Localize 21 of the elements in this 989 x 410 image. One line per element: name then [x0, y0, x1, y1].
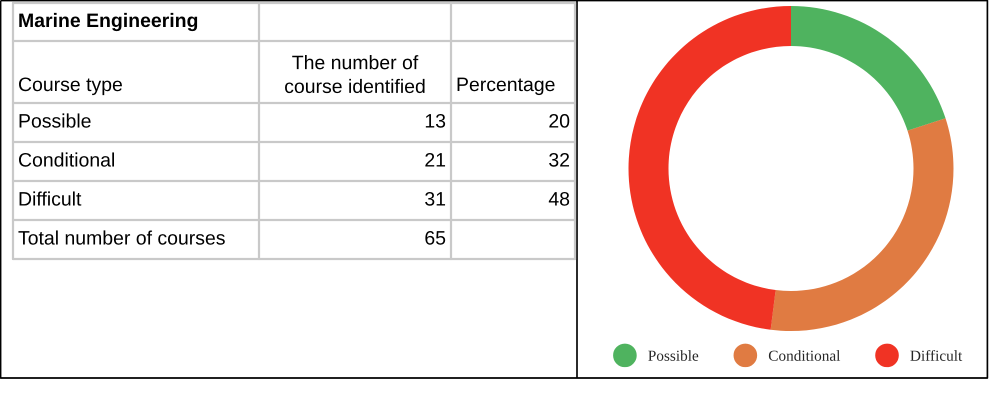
category-label: Possible [20, 113, 91, 128]
text: Percentage [458, 78, 555, 96]
text: Marine Engineering [19, 12, 198, 32]
donut-slice [770, 118, 954, 331]
text: 65 [425, 230, 446, 245]
category-label: Conditional [18, 152, 114, 167]
text: Total number of courses [18, 230, 225, 245]
text: 48 [548, 192, 570, 206]
text: 31 [425, 192, 446, 206]
legend-label: Difficult [910, 350, 962, 361]
text: 21 [425, 152, 446, 167]
text: The number of course identified [285, 55, 425, 94]
donut-slice [791, 6, 946, 131]
text: Course type [18, 77, 122, 96]
category-label: Difficult [20, 191, 82, 206]
legend-label: Conditional [768, 350, 840, 361]
text: 32 [549, 152, 570, 167]
text: 13 [426, 114, 446, 128]
text: 20 [549, 114, 570, 128]
donut-slice [628, 6, 791, 330]
legend-label: Possible [648, 350, 698, 361]
